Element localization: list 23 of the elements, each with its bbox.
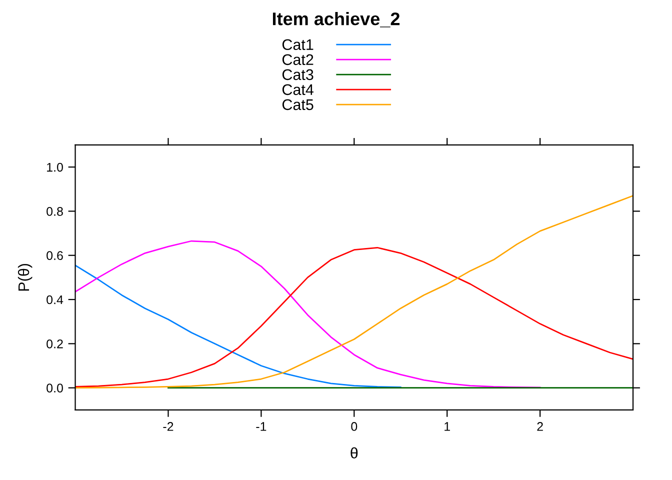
y-tick-label: 0.2	[46, 339, 63, 348]
legend-label: Cat1	[282, 39, 314, 50]
y-tick-label: 0.6	[46, 251, 63, 260]
x-axis-title: θ	[350, 447, 358, 458]
y-axis-title: P(θ)	[18, 264, 32, 291]
legend-label: Cat3	[282, 69, 314, 80]
legend-label: Cat2	[282, 54, 314, 66]
x-tick-label: 2	[537, 422, 543, 431]
x-tick-label: 0	[351, 422, 358, 431]
y-tick-label: 0.8	[46, 207, 63, 216]
x-tick-label: -2	[163, 422, 174, 431]
line-series	[75, 264, 402, 388]
line-series	[75, 195, 634, 389]
line-series	[75, 246, 634, 388]
x-tick-label: -1	[256, 422, 266, 431]
legend-label: Cat5	[282, 99, 314, 110]
legend-label: Cat4	[282, 84, 314, 96]
y-tick-label: 0.4	[46, 295, 64, 304]
y-tick-label: 1.0	[47, 162, 63, 172]
line-series	[75, 240, 541, 388]
x-tick-label: 1	[444, 422, 450, 431]
chart-title: Item achieve_2	[272, 12, 400, 28]
y-tick-label: 0.0	[46, 384, 63, 392]
